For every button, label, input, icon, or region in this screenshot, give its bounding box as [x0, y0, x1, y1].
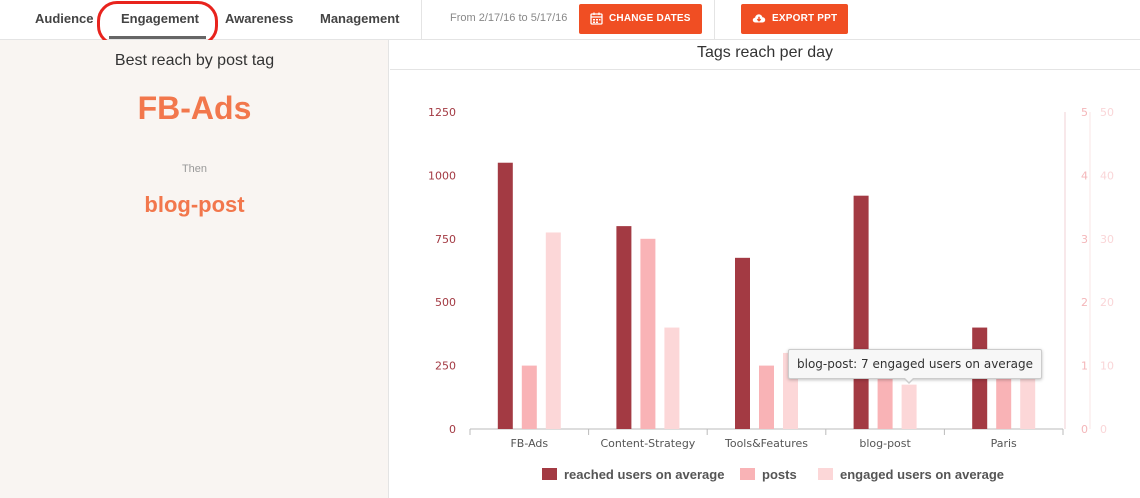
- legend-label: reached users on average: [564, 467, 724, 482]
- tags-reach-bar-chart: 02505007501000125001234501020304050FB-Ad…: [428, 106, 1114, 482]
- chart-title-divider: [390, 69, 1140, 70]
- best-reach-panel: Best reach by post tag FB-Ads Then blog-…: [0, 40, 389, 498]
- x-tick-label: Tools&Features: [724, 437, 808, 450]
- bar-left-1: [616, 226, 632, 429]
- y-left-tick-label: 500: [435, 296, 456, 309]
- bar-left-0: [497, 162, 513, 429]
- y-left-tick-label: 750: [435, 233, 456, 246]
- best-tag-value: FB-Ads: [137, 90, 252, 126]
- legend-label: posts: [762, 467, 797, 482]
- y-right1-tick-label: 4: [1081, 169, 1088, 182]
- y-right2-tick-label: 40: [1100, 169, 1114, 182]
- bar-left-2: [735, 257, 750, 429]
- bar-right2-3: [901, 384, 917, 429]
- bar-right1-2: [759, 365, 774, 429]
- y-right1-tick-label: 5: [1081, 106, 1088, 119]
- best-reach-title: Best reach by post tag: [114, 52, 275, 69]
- tab-management[interactable]: Management: [320, 11, 400, 26]
- x-tick-label: Content-Strategy: [600, 437, 695, 450]
- tab-audience[interactable]: Audience: [35, 11, 94, 26]
- y-left-tick-label: 250: [435, 360, 456, 373]
- x-tick-label: Paris: [991, 437, 1017, 450]
- bar-right2-4: [1020, 378, 1036, 429]
- y-right1-tick-label: 0: [1081, 423, 1088, 436]
- cloud-download-icon: [752, 13, 766, 22]
- bar-right1-4: [996, 365, 1012, 429]
- export-ppt-label: EXPORT PPT: [772, 13, 838, 24]
- legend-swatch: [740, 468, 755, 480]
- y-right1-tick-label: 2: [1081, 296, 1088, 309]
- active-tab-indicator: [109, 36, 206, 39]
- nav-divider: [714, 0, 715, 40]
- y-right2-tick-label: 30: [1100, 233, 1114, 246]
- chart-title: Tags reach per day: [696, 44, 834, 61]
- top-nav-bar: Audience Engagement Awareness Management…: [0, 0, 1140, 46]
- then-label: Then: [181, 163, 208, 175]
- change-dates-label: CHANGE DATES: [609, 13, 691, 24]
- y-right1-tick-label: 1: [1081, 360, 1088, 373]
- legend-label: engaged users on average: [840, 467, 1004, 482]
- export-ppt-button[interactable]: EXPORT PPT: [741, 4, 849, 34]
- legend-swatch: [542, 468, 557, 480]
- y-right2-tick-label: 20: [1100, 296, 1114, 309]
- second-tag-value: blog-post: [144, 192, 245, 217]
- chart-tooltip: blog-post: 7 engaged users on average: [788, 349, 1042, 379]
- y-left-tick-label: 1250: [428, 106, 456, 119]
- legend-swatch: [818, 468, 833, 480]
- bar-right1-1: [640, 238, 656, 429]
- x-tick-label: blog-post: [859, 437, 911, 450]
- tab-awareness[interactable]: Awareness: [225, 11, 294, 26]
- y-left-tick-label: 1000: [428, 169, 456, 182]
- calendar-icon: [590, 12, 603, 25]
- y-right1-tick-label: 3: [1081, 233, 1088, 246]
- tab-engagement[interactable]: Engagement: [121, 11, 200, 26]
- y-right2-tick-label: 50: [1100, 106, 1114, 119]
- bar-right1-0: [521, 365, 537, 429]
- y-right2-tick-label: 10: [1100, 360, 1114, 373]
- y-left-tick-label: 0: [449, 423, 456, 436]
- x-tick-label: FB-Ads: [510, 437, 548, 450]
- date-range-label: From 2/17/16 to 5/17/16: [450, 12, 568, 24]
- bar-right2-1: [664, 327, 680, 429]
- tooltip-arrow: [903, 377, 915, 384]
- change-dates-button[interactable]: CHANGE DATES: [579, 4, 702, 34]
- bar-right1-3: [877, 365, 893, 429]
- nav-divider: [421, 0, 422, 40]
- y-right2-tick-label: 0: [1100, 423, 1107, 436]
- bar-left-3: [853, 195, 869, 429]
- bar-right2-0: [545, 232, 561, 429]
